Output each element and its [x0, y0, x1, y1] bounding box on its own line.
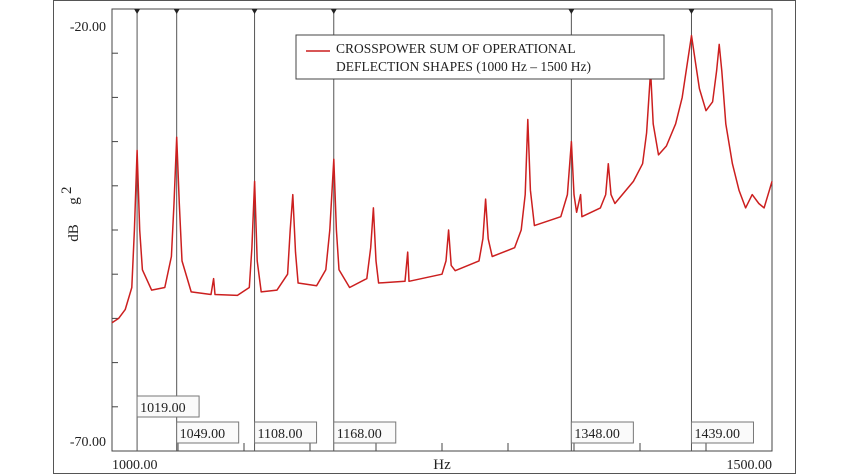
y-axis-title: dB: [66, 224, 82, 242]
cursor-lines: [134, 9, 695, 451]
cursor-label: 1348.00: [574, 427, 620, 442]
minor-ticks: [111, 8, 773, 452]
cursor-label: 1168.00: [337, 427, 382, 442]
y-tick-label-top: -20.00: [70, 20, 106, 35]
cursor-marker: [688, 9, 695, 14]
cursor-labels: 1019.00 1049.00 1108.00 1168.00 1348.00 1439.…: [136, 395, 754, 444]
cursor-label-box: [176, 421, 240, 444]
cursor-marker: [134, 9, 141, 14]
cursor-marker: [173, 9, 180, 14]
y-tick-label-bottom: -70.00: [70, 435, 106, 450]
y-axis-unit: dB: [66, 224, 82, 242]
y-axis-quantity: g 2: [59, 187, 82, 205]
cursor-label-box: [690, 421, 754, 444]
cursor-label: 1108.00: [258, 427, 303, 442]
cursor-label-box: [254, 421, 318, 444]
series-layer: [111, 34, 773, 324]
legend-text-line1: CROSSPOWER SUM OF OPERATIONAL: [336, 41, 576, 56]
cursor-label: 1019.00: [140, 401, 186, 416]
chart-frame: 1019.00 1049.00 1108.00 1168.00 1348.00 1439.…: [53, 0, 796, 474]
cursor-label-box: [333, 421, 397, 444]
cursor-label: 1049.00: [180, 427, 226, 442]
x-tick-label-left: 1000.00: [112, 458, 158, 473]
cursor-marker: [568, 9, 575, 14]
legend-text-line2: DEFLECTION SHAPES (1000 Hz – 1500 Hz): [336, 59, 591, 74]
series-line: [111, 34, 773, 324]
x-tick-label-right: 1500.00: [727, 458, 773, 473]
legend-box: [295, 34, 665, 80]
cursor-marker: [251, 9, 258, 14]
cursor-label-box: [570, 421, 634, 444]
x-axis-title: Hz: [433, 457, 451, 473]
svg-text:g: g: [66, 197, 82, 205]
line-chart: 1019.00 1049.00 1108.00 1168.00 1348.00 1439.…: [59, 8, 773, 473]
cursor-marker: [330, 9, 337, 14]
cursor-label: 1439.00: [694, 427, 740, 442]
legend: CROSSPOWER SUM OF OPERATIONAL DEFLECTION…: [295, 34, 665, 80]
y-axis-superscript: 2: [59, 187, 75, 195]
cursor-label-box: [136, 395, 200, 418]
